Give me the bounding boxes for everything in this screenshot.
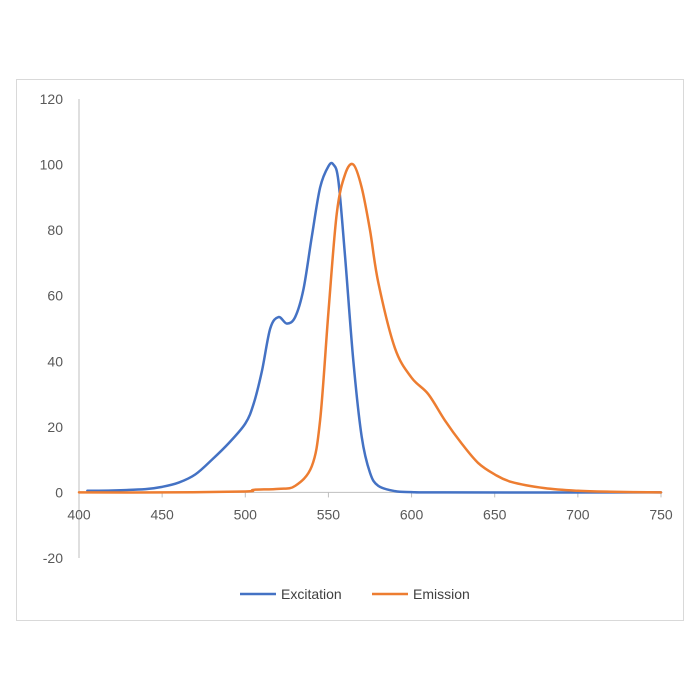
- x-tick-label: 600: [400, 506, 424, 522]
- y-tick-label: 80: [47, 222, 63, 238]
- y-tick-label: 60: [47, 288, 63, 304]
- axes: 400 450 500 550 600 650 700 750 -20 0 20 40 60 80 100 1…: [40, 91, 673, 566]
- x-tick-label: 500: [234, 506, 258, 522]
- legend-label-emission: Emission: [413, 586, 470, 602]
- chart-frame: [16, 79, 684, 621]
- x-tick-label: 650: [483, 506, 507, 522]
- x-tick-label: 700: [566, 506, 590, 522]
- y-tick-label: 120: [40, 91, 64, 107]
- legend: Excitation Emission: [240, 586, 470, 602]
- y-tick-label: 100: [40, 157, 64, 173]
- y-tick-label: -20: [43, 550, 63, 566]
- x-tick-label: 750: [649, 506, 673, 522]
- x-tick-label: 400: [67, 506, 91, 522]
- x-tick-label: 450: [150, 506, 174, 522]
- y-tick-label: 40: [47, 353, 63, 369]
- x-tick-label: 550: [317, 506, 341, 522]
- series-line-excitation: [86, 161, 663, 494]
- legend-label-excitation: Excitation: [281, 586, 342, 602]
- series-line-emission: [77, 162, 663, 494]
- y-tick-label: 0: [55, 484, 63, 500]
- series-layer: [77, 161, 663, 494]
- y-tick-label: 20: [47, 419, 63, 435]
